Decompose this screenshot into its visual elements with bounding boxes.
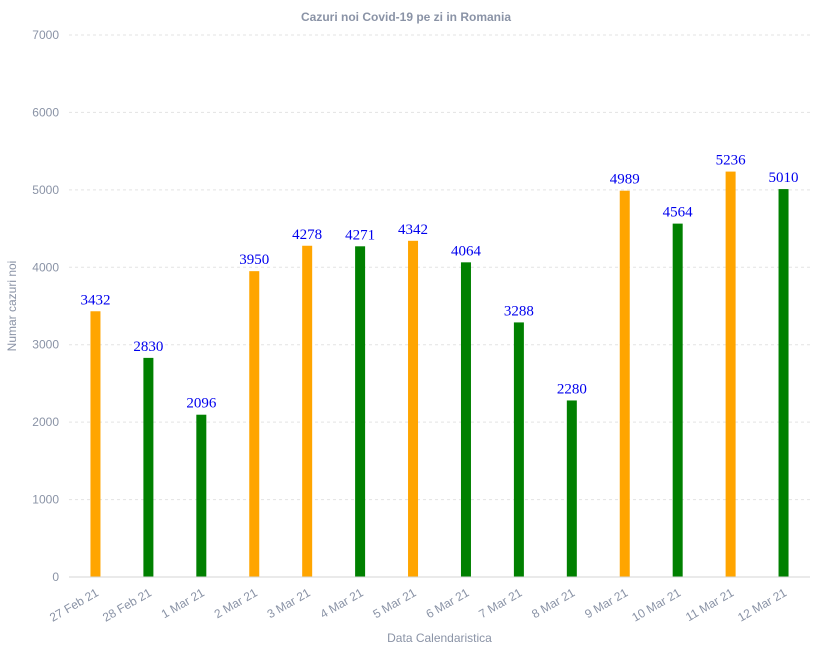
y-tick-label: 2000 [32,415,59,429]
bar [196,414,207,577]
bar [249,271,260,577]
y-tick-label: 6000 [32,105,59,119]
bar [355,246,366,578]
data-label: 3288 [504,303,534,319]
x-tick-label: 10 Mar 21 [629,585,683,624]
data-label: 4342 [398,222,428,238]
x-axis-ticks: 27 Feb 21 28 Feb 21 1 Mar 21 2 Mar 21 3 Mar … [47,585,789,624]
x-tick-label: 28 Feb 21 [100,585,154,624]
bar [778,189,789,577]
bar [619,190,630,577]
y-tick-label: 3000 [32,338,59,352]
x-tick-label: 1 Mar 21 [159,585,207,621]
data-label: 5010 [769,170,799,186]
x-tick-label: 9 Mar 21 [582,585,630,621]
bar [460,262,471,577]
data-label: 4271 [345,227,375,243]
data-label: 5236 [716,153,747,169]
data-label: 2830 [133,339,163,355]
bar [566,400,577,577]
x-tick-label: 5 Mar 21 [371,585,419,621]
x-tick-label: 11 Mar 21 [683,585,736,624]
data-label: 2096 [186,396,217,412]
bar [302,245,313,578]
data-label: 4564 [663,205,694,221]
x-tick-label: 3 Mar 21 [265,585,313,621]
x-tick-label: 12 Mar 21 [735,585,789,624]
data-labels: 3432 2830 2096 3950 4278 4271 4342 4064 3288 2280… [80,153,798,412]
x-tick-label: 4 Mar 21 [318,585,366,621]
x-axis-title: Data Calendaristica [387,631,492,645]
y-tick-label: 7000 [32,28,59,42]
chart-title: Cazuri noi Covid-19 pe zi in Romania [301,10,511,24]
y-tick-label: 1000 [32,493,59,507]
data-label: 3432 [80,292,110,308]
bar [513,322,524,577]
bar [408,240,419,577]
y-axis-title: Numar cazuri noi [5,261,19,352]
x-tick-label: 6 Mar 21 [423,585,471,621]
bar [143,357,154,577]
y-tick-label: 4000 [32,260,59,274]
y-tick-label: 5000 [32,183,59,197]
x-tick-label: 7 Mar 21 [476,585,524,621]
bar [672,223,683,577]
data-label: 3950 [239,252,269,268]
x-tick-label: 8 Mar 21 [529,585,577,621]
data-label: 4064 [451,243,482,259]
y-axis-ticks: 0 1000 2000 3000 4000 5000 6000 7000 [32,28,59,584]
data-label: 4989 [610,172,640,188]
x-tick-label: 27 Feb 21 [47,585,101,624]
data-label: 4278 [292,227,322,243]
grid-lines [69,34,810,501]
data-label: 2280 [557,381,587,397]
y-tick-label: 0 [52,570,59,584]
x-tick-label: 2 Mar 21 [212,585,260,621]
bar [90,311,101,577]
bar [725,171,736,578]
bars [90,171,789,578]
